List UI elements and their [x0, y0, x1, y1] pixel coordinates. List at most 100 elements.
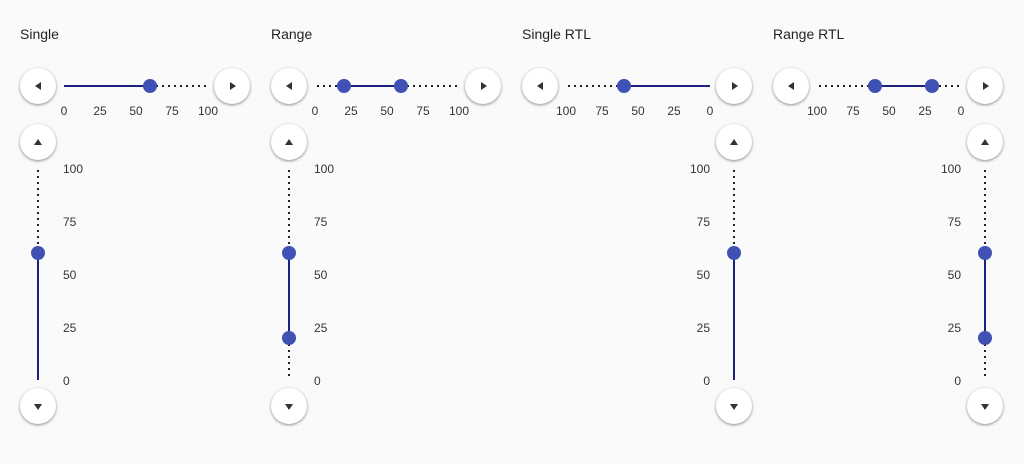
vertical-tick-label: 100 [940, 162, 961, 176]
decrease-vertical-button[interactable] [967, 388, 1003, 424]
vertical-tick-label: 0 [954, 374, 961, 388]
panel-title: Single RTL [522, 26, 592, 42]
decrease-horizontal-button[interactable] [20, 68, 56, 104]
horizontal-tick-label: 100 [448, 104, 470, 118]
horizontal-tick-label: 0 [60, 104, 68, 118]
increase-horizontal-button[interactable] [465, 68, 501, 104]
increase-vertical-button[interactable] [716, 124, 752, 160]
vertical-tick-label: 50 [947, 268, 961, 282]
slider-panel-single: Single 0 25 50 75 100 100 75 50 25 0 [0, 0, 251, 464]
horizontal-tick-label: 0 [706, 104, 714, 118]
horizontal-tick-label: 25 [918, 104, 932, 118]
vertical-tick-label: 75 [314, 215, 328, 229]
horizontal-tick-label: 25 [667, 104, 681, 118]
decrease-horizontal-button[interactable] [773, 68, 809, 104]
decrease-vertical-button[interactable] [271, 388, 307, 424]
horizontal-slider-thumb[interactable] [925, 79, 940, 93]
arrow-up-icon [981, 138, 989, 145]
horizontal-slider-thumb[interactable] [143, 79, 158, 93]
vertical-tick-label: 25 [314, 321, 328, 335]
vertical-slider-thumb[interactable] [978, 245, 992, 260]
decrease-horizontal-button[interactable] [271, 68, 307, 104]
horizontal-tick-label: 50 [882, 104, 896, 118]
vertical-tick-label: 0 [703, 374, 710, 388]
vertical-slider-thumb[interactable] [31, 245, 45, 260]
vertical-slider-thumb[interactable] [282, 330, 296, 345]
vertical-tick-label: 0 [63, 374, 70, 388]
decrease-horizontal-button[interactable] [522, 68, 558, 104]
horizontal-tick-label: 75 [846, 104, 860, 118]
horizontal-tick-label: 0 [957, 104, 965, 118]
arrow-down-icon [285, 403, 293, 410]
vertical-track-active [984, 252, 986, 338]
horizontal-tick-label: 75 [165, 104, 179, 118]
arrow-down-icon [981, 403, 989, 410]
vertical-tick-label: 25 [696, 321, 710, 335]
vertical-tick-label: 75 [696, 215, 710, 229]
horizontal-tick-label: 25 [344, 104, 358, 118]
arrow-up-icon [285, 138, 293, 145]
vertical-track-active [733, 252, 735, 380]
horizontal-tick-label: 50 [631, 104, 645, 118]
panel-title: Range RTL [773, 26, 845, 42]
decrease-vertical-button[interactable] [20, 388, 56, 424]
vertical-slider-thumb[interactable] [282, 245, 296, 260]
vertical-tick-label: 75 [63, 215, 77, 229]
horizontal-track-active [874, 85, 933, 87]
horizontal-tick-label: 100 [806, 104, 828, 118]
arrow-down-icon [730, 403, 738, 410]
vertical-tick-label: 75 [947, 215, 961, 229]
vertical-tick-label: 50 [696, 268, 710, 282]
horizontal-tick-label: 0 [311, 104, 319, 118]
horizontal-track-active [343, 85, 402, 87]
slider-panel-range-rtl: Range RTL 100 75 50 25 0 100 75 50 25 0 [753, 0, 1004, 464]
horizontal-slider-thumb[interactable] [394, 79, 409, 93]
decrease-vertical-button[interactable] [716, 388, 752, 424]
arrow-right-icon [731, 82, 738, 90]
horizontal-track-active [623, 85, 710, 87]
vertical-tick-label: 50 [63, 268, 77, 282]
arrow-right-icon [480, 82, 487, 90]
increase-vertical-button[interactable] [967, 124, 1003, 160]
vertical-tick-label: 25 [63, 321, 77, 335]
vertical-tick-label: 100 [63, 162, 84, 176]
vertical-track-active [37, 252, 39, 380]
arrow-left-icon [34, 82, 41, 90]
horizontal-tick-label: 75 [416, 104, 430, 118]
horizontal-track-active [64, 85, 151, 87]
horizontal-tick-label: 100 [197, 104, 219, 118]
slider-panel-single-rtl: Single RTL 100 75 50 25 0 100 75 50 25 0 [502, 0, 753, 464]
increase-vertical-button[interactable] [20, 124, 56, 160]
panel-title: Range [271, 26, 313, 42]
vertical-track-active [288, 252, 290, 338]
increase-vertical-button[interactable] [271, 124, 307, 160]
horizontal-tick-label: 100 [555, 104, 577, 118]
vertical-tick-label: 100 [689, 162, 710, 176]
panel-title: Single [20, 26, 59, 42]
increase-horizontal-button[interactable] [716, 68, 752, 104]
arrow-right-icon [229, 82, 236, 90]
vertical-tick-label: 50 [314, 268, 328, 282]
horizontal-slider-thumb[interactable] [867, 79, 882, 93]
vertical-tick-label: 100 [314, 162, 335, 176]
arrow-right-icon [982, 82, 989, 90]
horizontal-slider-thumb[interactable] [616, 79, 631, 93]
increase-horizontal-button[interactable] [214, 68, 250, 104]
vertical-tick-label: 25 [947, 321, 961, 335]
vertical-slider-thumb[interactable] [727, 245, 741, 260]
arrow-up-icon [34, 138, 42, 145]
vertical-slider-thumb[interactable] [978, 330, 992, 345]
slider-panel-range: Range 0 25 50 75 100 100 75 50 25 0 [251, 0, 502, 464]
arrow-down-icon [34, 403, 42, 410]
horizontal-tick-label: 25 [93, 104, 107, 118]
vertical-tick-label: 0 [314, 374, 321, 388]
horizontal-tick-label: 75 [595, 104, 609, 118]
arrow-up-icon [730, 138, 738, 145]
horizontal-slider-thumb[interactable] [336, 79, 351, 93]
arrow-left-icon [787, 82, 794, 90]
increase-horizontal-button[interactable] [967, 68, 1003, 104]
arrow-left-icon [536, 82, 543, 90]
arrow-left-icon [285, 82, 292, 90]
horizontal-tick-label: 50 [129, 104, 143, 118]
horizontal-tick-label: 50 [380, 104, 394, 118]
